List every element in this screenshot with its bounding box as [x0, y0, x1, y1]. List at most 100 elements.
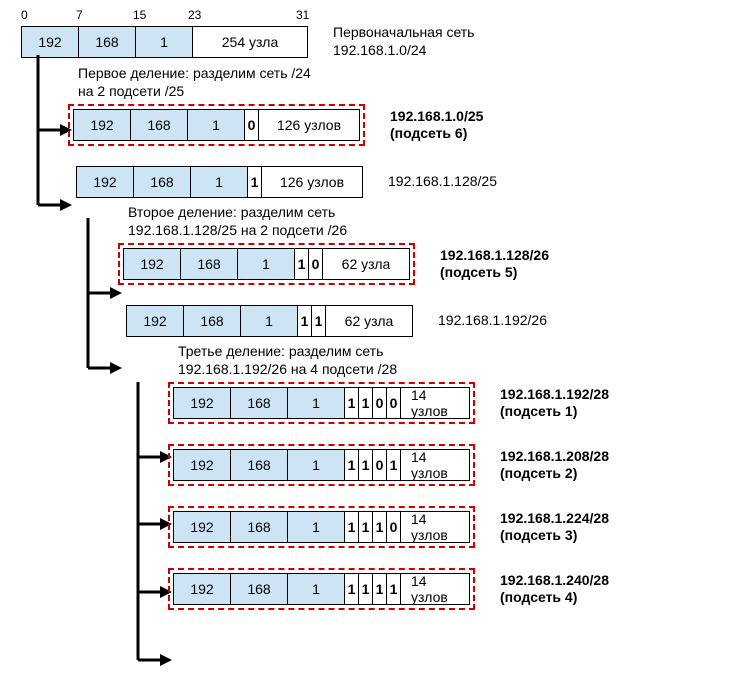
caption-text: Второе деление: разделим сеть [128, 204, 722, 222]
octet: 168 [231, 574, 288, 604]
octet: 1 [241, 306, 298, 336]
label-text: 192.168.1.0/25 [390, 108, 483, 126]
subnet-bit: 1 [373, 574, 387, 604]
caption-text: Третье деление: разделим сеть [178, 343, 722, 361]
ip-block: 192 168 1 1 1 62 узла [126, 305, 413, 337]
subnet-highlight-box: 192 168 1 1 1 0 0 14 узлов [168, 382, 475, 424]
label-text: (подсеть 3) [500, 527, 609, 545]
subnet-bit: 1 [345, 512, 359, 542]
subnet-bit: 1 [373, 512, 387, 542]
subnet-highlight-box: 192 168 1 1 1 0 1 14 узлов [168, 444, 475, 486]
subnet-highlight-box: 192 168 1 1 1 1 0 14 узлов [168, 506, 475, 548]
host-part: 126 узлов [262, 167, 362, 197]
subnet-bit: 1 [345, 388, 359, 418]
bit-tick: 7 [76, 8, 83, 22]
octet: 192 [77, 167, 134, 197]
subnet-highlight-box: 192 168 1 0 126 узлов [68, 104, 365, 146]
label-text: 192.168.1.0/24 [333, 42, 474, 60]
octet: 168 [231, 450, 288, 480]
caption-text: 192.168.1.128/25 на 2 подсети /26 [128, 222, 722, 240]
octet: 1 [191, 167, 248, 197]
subnet-bit: 0 [309, 249, 323, 279]
label-text: Первоначальная сеть [333, 24, 474, 42]
side-label: Первоначальная сеть 192.168.1.0/24 [333, 24, 474, 59]
subnet-row: 192 168 1 1 0 62 узла 192.168.1.128/26 (… [8, 243, 722, 285]
host-part: 14 узлов [401, 388, 469, 418]
ip-block: 192 168 1 1 0 62 узла [123, 248, 410, 280]
subnet-row: 192 168 1 1 126 узлов 192.168.1.128/25 [8, 166, 722, 198]
subnet-bit: 1 [312, 306, 326, 336]
side-label: 192.168.1.240/28 (подсеть 4) [500, 572, 609, 607]
label-text: (подсеть 6) [390, 125, 483, 143]
host-part: 62 узла [326, 306, 412, 336]
subnet-highlight-box: 192 168 1 1 1 1 1 14 узлов [168, 568, 475, 610]
subnet-bit: 1 [298, 306, 312, 336]
host-part: 14 узлов [401, 450, 469, 480]
subnet-bit: 1 [359, 512, 373, 542]
subnet-bit: 0 [373, 388, 387, 418]
subnet-row: 192 168 1 1 1 0 1 14 узлов 192.168.1.208… [8, 444, 722, 486]
side-label: 192.168.1.192/26 [438, 312, 547, 330]
subnet-bit: 0 [373, 450, 387, 480]
ip-block: 192 168 1 1 126 узлов [76, 166, 363, 198]
octet: 1 [288, 512, 345, 542]
label-text: 192.168.1.192/28 [500, 386, 609, 404]
subnet-bit: 1 [359, 388, 373, 418]
subnet-bit: 0 [387, 388, 401, 418]
octet: 1 [136, 27, 193, 57]
side-label: 192.168.1.128/26 (подсеть 5) [440, 247, 549, 282]
label-text: 192.168.1.128/25 [388, 173, 497, 191]
bit-ruler: 0 7 15 23 31 [21, 8, 722, 24]
caption-text: 192.168.1.192/26 на 4 подсети /28 [178, 361, 722, 379]
subnet-row: 192 168 1 0 126 узлов 192.168.1.0/25 (по… [8, 104, 722, 146]
arrow-icon [80, 218, 120, 378]
division-caption: Первое деление: разделим сеть /24 на 2 п… [78, 65, 722, 100]
bit-tick: 15 [133, 8, 146, 22]
octet: 192 [174, 388, 231, 418]
octet: 192 [124, 249, 181, 279]
side-label: 192.168.1.192/28 (подсеть 1) [500, 386, 609, 421]
host-part: 14 узлов [401, 512, 469, 542]
side-label: 192.168.1.128/25 [388, 173, 497, 191]
octet: 168 [79, 27, 136, 57]
caption-text: Первое деление: разделим сеть /24 [78, 65, 722, 83]
subnet-row: 192 168 1 1 1 1 1 14 узлов 192.168.1.240… [8, 568, 722, 610]
octet: 168 [231, 512, 288, 542]
label-text: 192.168.1.128/26 [440, 247, 549, 265]
bit-tick: 23 [188, 8, 201, 22]
octet: 1 [238, 249, 295, 279]
bit-tick: 31 [296, 8, 309, 22]
ip-block: 192 168 1 1 1 0 1 14 узлов [173, 449, 470, 481]
subnet-highlight-box: 192 168 1 1 0 62 узла [118, 243, 415, 285]
subnet-row: 192 168 1 1 1 1 0 14 узлов 192.168.1.224… [8, 506, 722, 548]
subnet-bit: 1 [345, 450, 359, 480]
side-label: 192.168.1.224/28 (подсеть 3) [500, 510, 609, 545]
subnet-bit: 1 [359, 574, 373, 604]
original-network-row: 192 168 1 254 узла Первоначальная сеть 1… [8, 24, 722, 59]
octet: 168 [181, 249, 238, 279]
label-text: 192.168.1.240/28 [500, 572, 609, 590]
caption-text: на 2 подсети /25 [78, 83, 722, 101]
subnet-row: 192 168 1 1 1 0 0 14 узлов 192.168.1.192… [8, 382, 722, 424]
label-text: 192.168.1.208/28 [500, 448, 609, 466]
subnet-bit: 1 [387, 450, 401, 480]
host-part: 254 узла [193, 27, 307, 57]
octet: 1 [288, 574, 345, 604]
octet: 192 [127, 306, 184, 336]
division-caption: Второе деление: разделим сеть 192.168.1.… [128, 204, 722, 239]
ip-block: 192 168 1 254 узла [21, 26, 308, 58]
subnet-bit: 0 [245, 110, 259, 140]
label-text: (подсеть 4) [500, 589, 609, 607]
subnet-bit: 1 [345, 574, 359, 604]
octet: 168 [231, 388, 288, 418]
division-caption: Третье деление: разделим сеть 192.168.1.… [178, 343, 722, 378]
octet: 192 [174, 512, 231, 542]
subnet-bit: 1 [248, 167, 262, 197]
octet: 1 [288, 388, 345, 418]
ip-block: 192 168 1 1 1 1 0 14 узлов [173, 511, 470, 543]
octet: 168 [131, 110, 188, 140]
label-text: (подсеть 1) [500, 403, 609, 421]
octet: 168 [134, 167, 191, 197]
side-label: 192.168.1.208/28 (подсеть 2) [500, 448, 609, 483]
octet: 192 [174, 450, 231, 480]
